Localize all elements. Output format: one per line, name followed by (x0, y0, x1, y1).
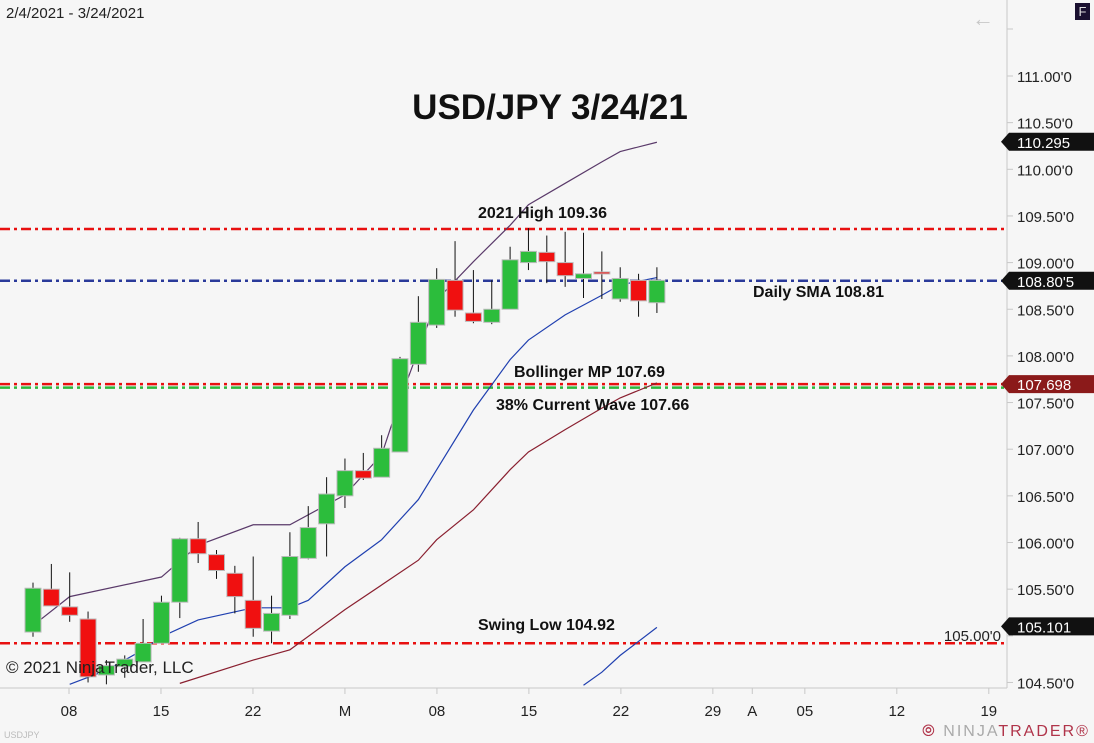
candle-body (630, 279, 648, 302)
price-marker-label: 108.80'5 (1017, 274, 1074, 291)
price-marker (1001, 132, 1094, 151)
price-marker (1001, 617, 1094, 636)
y-tick-label: 105.50'0 (1017, 582, 1074, 599)
y-tick-label: 106.00'0 (1017, 536, 1074, 553)
candle-body (575, 273, 592, 279)
f-button[interactable]: F (1075, 3, 1090, 20)
y-tick-label: 108.50'0 (1017, 302, 1074, 319)
candle-body (446, 279, 464, 311)
candle-body (208, 554, 225, 571)
price-marker (1001, 375, 1094, 394)
level-label-38-wave: 38% Current Wave 107.66 (496, 397, 690, 414)
candle-body (189, 538, 207, 555)
y-tick-label: 108.00'0 (1017, 349, 1074, 366)
y-tick-label: 109.50'0 (1017, 209, 1074, 226)
candle-body (428, 278, 446, 326)
level-label-daily-sma: Daily SMA 108.81 (753, 284, 885, 301)
candle-body (611, 277, 629, 300)
candle-body (538, 251, 556, 263)
candle-body (116, 658, 134, 668)
lower-band-line (583, 626, 658, 686)
candle-body (97, 665, 115, 676)
lower-line (179, 382, 658, 684)
candle-body (244, 599, 262, 629)
y-tick-label: 107.50'0 (1017, 396, 1074, 413)
candle-body (42, 588, 60, 607)
candle-body (226, 572, 244, 598)
ninjatrader-logo: ⦾ NINJATRADER® (922, 723, 1090, 740)
candle-body (519, 250, 537, 264)
candle-body (373, 447, 391, 478)
x-tick-label: A (747, 703, 757, 720)
chart-title: USD/JPY 3/24/21 (412, 88, 688, 127)
date-range: 2/4/2021 - 3/24/2021 (6, 5, 145, 22)
copyright: © 2021 NinjaTrader, LLC (6, 658, 194, 677)
level-label-2021-high: 2021 High 109.36 (478, 205, 607, 222)
price-marker (1001, 271, 1094, 290)
price-marker-label: 105.101 (1017, 619, 1071, 636)
candle-body (391, 358, 409, 453)
candle-body (134, 642, 152, 663)
candle-body (61, 606, 79, 616)
x-tick-label: 12 (888, 703, 905, 720)
x-tick-label: 15 (521, 703, 538, 720)
symbol-label: USDJPY (4, 730, 40, 740)
y-tick-label: 107.00'0 (1017, 442, 1074, 459)
x-tick-label: 15 (153, 703, 170, 720)
level-label-swing-low: Swing Low 104.92 (478, 617, 615, 634)
x-tick-label: 05 (796, 703, 813, 720)
x-tick-label: 22 (245, 703, 262, 720)
y-tick-label: 104.50'0 (1017, 675, 1074, 692)
y-tick-label: 106.50'0 (1017, 489, 1074, 506)
candle-body (593, 271, 611, 275)
candle-body (152, 601, 170, 644)
x-tick-label: 08 (61, 703, 78, 720)
candle-body (299, 527, 317, 559)
candle-body (281, 555, 299, 616)
candle-body (171, 538, 189, 603)
candle-body (501, 259, 519, 310)
candle-body (464, 312, 482, 322)
candle-body (336, 470, 354, 497)
logo-ninja: NINJA (943, 723, 999, 740)
x-tick-label: 08 (429, 703, 446, 720)
y-tick-label: 111.00'0 (1017, 69, 1072, 86)
price-marker-label: 107.698 (1017, 377, 1071, 394)
logo-trader: TRADER® (998, 723, 1090, 740)
level-label-bollinger-mp: Bollinger MP 107.69 (514, 364, 665, 381)
price-marker-label: 110.295 (1017, 135, 1070, 152)
candle-body (354, 470, 372, 479)
y-tick-label: 110.00'0 (1017, 162, 1073, 179)
candle-body (483, 308, 501, 323)
candle-body (318, 493, 336, 525)
candle-body (556, 262, 574, 277)
y-tick-label: 109.00'0 (1017, 256, 1074, 273)
candle-body (263, 612, 281, 632)
candle-body (79, 618, 97, 678)
x-tick-label: 22 (613, 703, 630, 720)
y-tick-label: 105.00'0 (944, 628, 1001, 645)
x-tick-label: 29 (705, 703, 722, 720)
candle-body (24, 587, 42, 633)
x-tick-label: M (339, 703, 352, 720)
y-tick-label: 110.50'0 (1017, 116, 1073, 133)
candle-body (409, 321, 427, 365)
x-tick-label: 19 (980, 703, 997, 720)
arrow-left-icon[interactable]: ← (972, 6, 994, 31)
candle-body (648, 279, 666, 304)
